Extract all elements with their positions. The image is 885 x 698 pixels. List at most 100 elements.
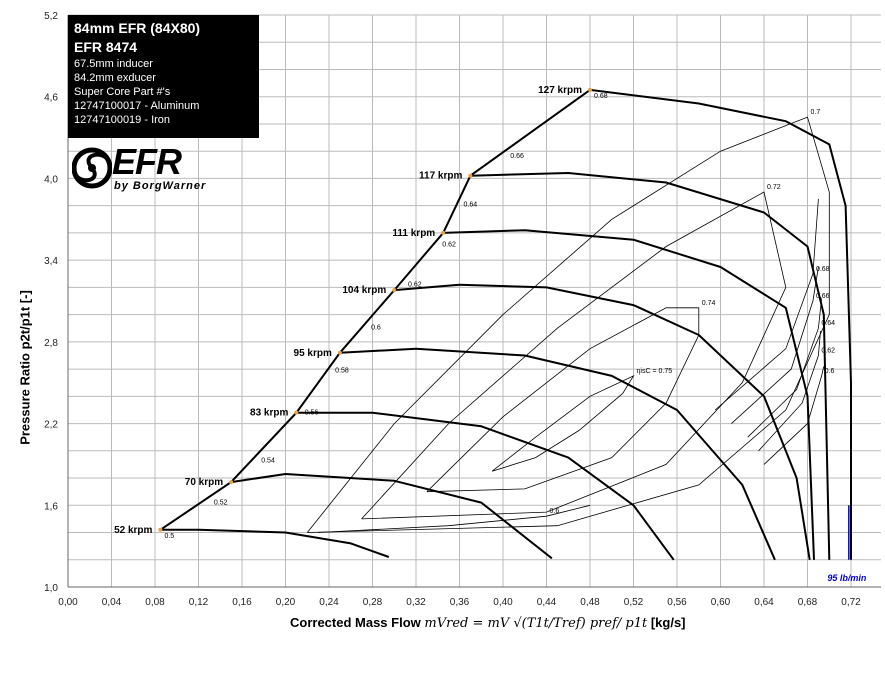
efficiency-contour <box>426 307 700 493</box>
surge-efficiency-label: 0.52 <box>214 499 228 506</box>
x-tick-label: 0,04 <box>102 597 122 608</box>
x-tick-label: 0,08 <box>145 597 165 608</box>
info-title: 84mm EFR (84X80) <box>74 20 201 36</box>
x-tick-label: 0,16 <box>232 597 252 608</box>
efficiency-label: 0.6 <box>825 368 835 375</box>
speed-line-label: 70 krpm <box>185 477 223 488</box>
info-line: 12747100019 - Iron <box>74 114 171 126</box>
y-tick-label: 1,6 <box>44 501 58 512</box>
efficiency-label: 0.7 <box>811 109 821 116</box>
y-tick-label: 1,0 <box>44 583 58 594</box>
speed-line-label: 117 krpm <box>419 171 462 182</box>
x-tick-label: 0,64 <box>754 597 774 608</box>
x-tick-label: 0,28 <box>363 597 383 608</box>
speed-line-label: 95 krpm <box>294 348 332 359</box>
efficiency-contour <box>714 198 819 411</box>
x-tick-label: 0,68 <box>798 597 818 608</box>
x-tick-label: 0,56 <box>667 597 687 608</box>
speed-line-label: 52 krpm <box>114 525 152 536</box>
efficiency-contour <box>747 298 822 438</box>
x-tick-label: 0,36 <box>450 597 470 608</box>
x-tick-label: 0,32 <box>406 597 426 608</box>
surge-point <box>229 480 234 485</box>
y-tick-label: 4,0 <box>44 174 58 185</box>
speed-line <box>339 347 776 561</box>
info-box: 84mm EFR (84X80) EFR 8474 67.5mm inducer… <box>68 15 259 138</box>
efficiency-contour <box>731 266 819 424</box>
efficiency-contour <box>306 116 830 533</box>
x-tick-label: 0,44 <box>537 597 557 608</box>
surge-line <box>159 89 591 531</box>
efficiency-label: 0.62 <box>821 347 835 354</box>
surge-efficiency-label: 0.58 <box>335 368 349 375</box>
speed-line-label: 127 krpm <box>538 85 582 96</box>
x-axis-unit: [kg/s] <box>650 615 686 630</box>
surge-point <box>158 527 163 532</box>
efficiency-contour <box>758 330 821 452</box>
efficiency-label: 0.72 <box>767 184 781 191</box>
speed-line-label: 111 krpm <box>392 228 435 239</box>
speed-line-label: 83 krpm <box>250 408 288 419</box>
x-tick-label: 0,12 <box>189 597 209 608</box>
y-tick-label: 4,6 <box>44 93 58 104</box>
info-model: EFR 8474 <box>74 39 138 55</box>
speed-line-label: 104 krpm <box>342 285 386 296</box>
x-tick-label: 0,40 <box>493 597 513 608</box>
surge-efficiency-label: 0.68 <box>594 93 608 100</box>
speed-line <box>394 283 811 560</box>
x-axis-label-text: Corrected Mass Flow <box>290 615 421 630</box>
info-line: Super Core Part #'s <box>74 86 171 98</box>
speed-line <box>160 528 390 558</box>
info-line: 67.5mm inducer <box>74 58 153 70</box>
flow-annotation: 95 lb/min <box>827 573 867 583</box>
x-tick-label: 0,72 <box>841 597 861 608</box>
efficiency-label: 0.68 <box>816 266 830 273</box>
efficiency-label: ηisC = 0.75 <box>637 368 673 375</box>
y-tick-label: 2,8 <box>44 338 58 349</box>
logo-subtext: by BorgWarner <box>114 180 207 192</box>
y-tick-label: 3,4 <box>44 256 58 267</box>
surge-efficiency-label: 0.62 <box>442 242 456 249</box>
speed-line <box>443 229 815 560</box>
turbo-swirl-icon <box>72 147 112 189</box>
y-tick-label: 5,2 <box>44 11 58 22</box>
efr-logo: EFR by BorgWarner <box>72 141 232 195</box>
efficiency-label: 0.64 <box>821 320 835 327</box>
surge-point <box>441 230 446 235</box>
x-tick-label: 0,24 <box>319 597 339 608</box>
surge-efficiency-label: 0.56 <box>305 410 319 417</box>
y-tick-label: 2,2 <box>44 420 58 431</box>
efficiency-contour <box>318 504 591 533</box>
speed-line <box>230 473 553 560</box>
surge-point <box>392 288 397 293</box>
x-axis-formula: mVred = mV √(T1t/Tref) pref/ p1t <box>424 616 648 631</box>
speed-line <box>589 88 852 560</box>
efficiency-contour <box>763 366 825 465</box>
x-tick-label: 0,48 <box>580 597 600 608</box>
x-axis-label: Corrected Mass Flow mVred = mV √(T1t/Tre… <box>290 615 686 631</box>
surge-efficiency-label: 0.6 <box>371 324 381 331</box>
surge-efficiency-label: 0.64 <box>464 202 478 209</box>
surge-point <box>588 87 592 92</box>
info-line: 84.2mm exducer <box>74 72 156 84</box>
surge-efficiency-label: 0.66 <box>510 153 524 160</box>
speed-line <box>296 411 675 561</box>
speed-line <box>470 172 831 560</box>
y-axis-label: Pressure Ratio p2t/p1t [-] <box>17 290 33 445</box>
efficiency-label: 0.66 <box>816 293 830 300</box>
efficiency-label: 0.6 <box>550 508 560 515</box>
surge-point <box>294 410 299 415</box>
logo-text: EFR <box>112 141 182 182</box>
x-tick-label: 0,00 <box>58 597 78 608</box>
efficiency-label: 0.74 <box>702 300 716 307</box>
x-tick-label: 0,20 <box>276 597 296 608</box>
surge-efficiency-label: 0.54 <box>261 457 275 464</box>
efficiency-contour <box>361 191 787 520</box>
surge-point <box>468 173 473 178</box>
x-tick-label: 0,52 <box>624 597 644 608</box>
x-tick-label: 0,60 <box>711 597 731 608</box>
surge-efficiency-label: 0.5 <box>164 533 174 540</box>
surge-point <box>337 350 342 355</box>
